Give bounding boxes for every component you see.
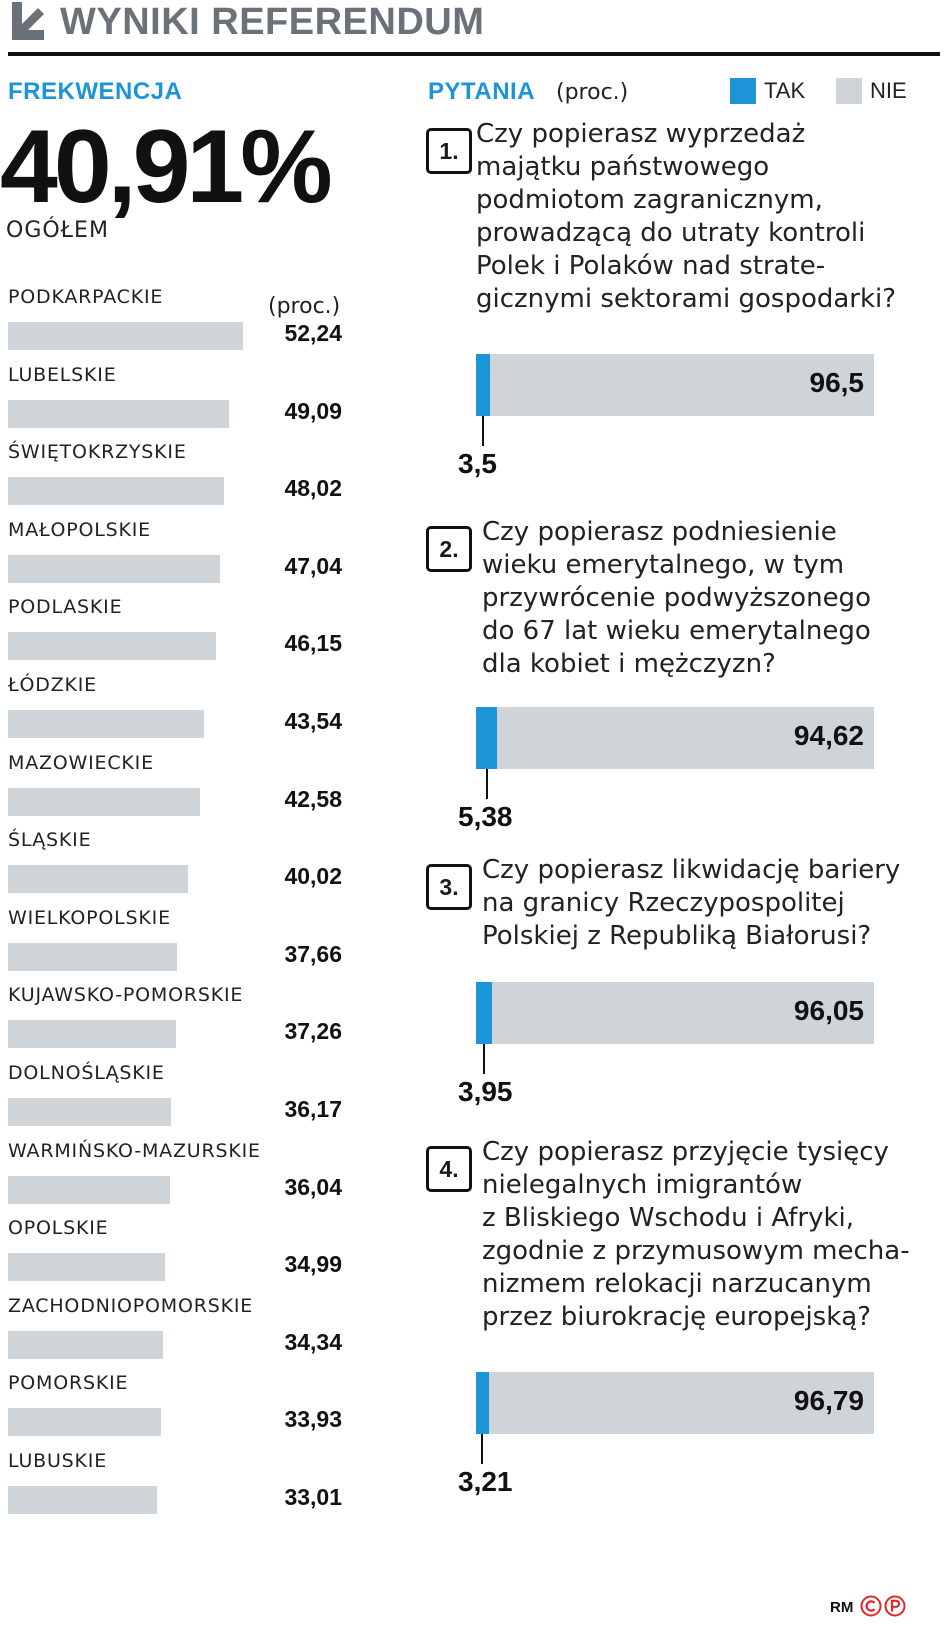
question-text: Czy popierasz podniesienie wieku emeryta…	[482, 517, 871, 679]
copyright-icon	[860, 1595, 882, 1617]
region-value: 33,01	[284, 1484, 342, 1510]
question-tak-leader	[482, 1044, 485, 1074]
region-label: LUBUSKIE	[8, 1450, 108, 1472]
question-bar-nie	[476, 982, 874, 1044]
region-value: 42,58	[284, 785, 342, 812]
turnout-chart: PODKARPACKIE 52,24 LUBELSKIE 49,09 ŚWIĘTOKRZ…	[0, 0, 400, 1647]
region-bar	[8, 477, 225, 506]
question-number: 1.	[426, 128, 472, 174]
legend-label-nie: NIE	[870, 78, 907, 103]
question-tak-value: 3,95	[458, 1076, 513, 1107]
region-bar	[8, 1253, 166, 1282]
question-nie-value: 94,62	[793, 720, 864, 751]
region-bar	[8, 710, 204, 738]
region-label: KUJAWSKO-POMORSKIE	[8, 984, 244, 1007]
region-bar	[8, 942, 178, 971]
region-label: MAŁOPOLSKIE	[8, 518, 151, 541]
region-value: 52,24	[284, 320, 342, 346]
legend-swatch-tak	[730, 78, 756, 104]
region-label: PODKARPACKIE	[8, 286, 164, 308]
region-value: 48,02	[284, 475, 342, 502]
region-value: 36,04	[284, 1173, 342, 1200]
region-bar	[8, 554, 220, 583]
question-tak-value: 3,21	[458, 1466, 513, 1497]
question-bar-tak	[476, 354, 490, 416]
question-bar-nie	[476, 1372, 874, 1434]
question-nie-value: 96,05	[793, 995, 864, 1026]
p-icon	[884, 1595, 906, 1617]
question-text: Czy popierasz likwidację bariery na gran…	[482, 855, 901, 951]
question-text: Czy popierasz wyprzedaż majątku państwow…	[476, 119, 897, 314]
region-value: 34,99	[284, 1251, 342, 1278]
overall-turnout-label: OGÓŁEM	[6, 218, 109, 243]
region-bar	[8, 1175, 171, 1204]
question-tak-value: 5,38	[458, 801, 513, 832]
turnout-heading: FREKWENCJA	[8, 78, 183, 105]
question-number: 4.	[426, 1146, 472, 1192]
region-bar	[8, 1098, 171, 1126]
region-label: ŚLĄSKIE	[8, 829, 92, 852]
region-label: OPOLSKIE	[8, 1217, 109, 1240]
region-bar	[8, 1020, 176, 1049]
arrow-down-right-icon	[12, 2, 44, 40]
question-tak-leader	[481, 416, 484, 446]
region-bar	[8, 787, 200, 816]
region-bar	[8, 1486, 157, 1514]
question-bar-tak	[476, 982, 492, 1044]
header-divider	[8, 52, 940, 56]
turnout-unit-label: (proc.)	[268, 294, 341, 319]
region-bar	[8, 399, 229, 428]
region-bar	[8, 322, 244, 350]
region-label: DOLNOŚLĄSKIE	[8, 1062, 165, 1084]
legend-swatch-nie	[836, 78, 862, 104]
region-value: 36,17	[284, 1096, 342, 1122]
question-number: 3.	[426, 864, 472, 910]
region-bar	[8, 865, 189, 894]
header: WYNIKI REFERENDUM	[8, 0, 940, 56]
region-label: ZACHODNIOPOMORSKIE	[8, 1294, 254, 1317]
question-tak-leader	[481, 1434, 484, 1464]
region-label: PODLASKIE	[8, 596, 123, 619]
region-value: 34,34	[284, 1328, 342, 1355]
question-bar-tak	[476, 1372, 489, 1434]
region-label: LUBELSKIE	[8, 363, 117, 386]
question-tak-leader	[485, 769, 488, 799]
question-text: Czy popierasz przyjęcie tysięcy nielegal…	[482, 1137, 910, 1332]
question-bar-nie	[476, 354, 874, 416]
region-value: 40,02	[284, 863, 342, 890]
region-bar	[8, 632, 216, 661]
region-value: 33,93	[284, 1406, 342, 1433]
region-label: ŁÓDZKIE	[8, 674, 97, 696]
region-label: WARMIŃSKO-MAZURSKIE	[8, 1139, 261, 1162]
legend-label-tak: TAK	[764, 78, 806, 103]
region-label: MAZOWIECKIE	[8, 751, 154, 774]
region-bar	[8, 1330, 163, 1359]
region-value: 47,04	[284, 552, 342, 579]
region-value: 46,15	[284, 630, 342, 657]
region-value: 37,66	[284, 940, 342, 967]
question-number: 2.	[426, 526, 472, 572]
region-label: POMORSKIE	[8, 1372, 129, 1395]
region-value: 49,09	[284, 397, 342, 424]
question-nie-value: 96,79	[793, 1385, 864, 1416]
question-nie-value: 96,5	[809, 367, 865, 398]
region-bar	[8, 1408, 161, 1437]
region-label: ŚWIĘTOKRZYSKIE	[8, 441, 187, 464]
questions-unit-label: (proc.)	[556, 80, 629, 105]
overall-turnout-value: 40,91%	[0, 109, 333, 225]
region-value: 43,54	[284, 708, 342, 734]
question-bar-tak	[476, 707, 498, 769]
question-bar-nie	[476, 707, 874, 769]
page-title: WYNIKI REFERENDUM	[60, 1, 485, 43]
questions-heading: PYTANIA	[428, 78, 536, 105]
question-tak-value: 3,5	[458, 448, 497, 479]
credit-text: RM	[830, 1599, 854, 1616]
region-value: 37,26	[284, 1018, 342, 1045]
region-label: WIELKOPOLSKIE	[8, 906, 171, 929]
